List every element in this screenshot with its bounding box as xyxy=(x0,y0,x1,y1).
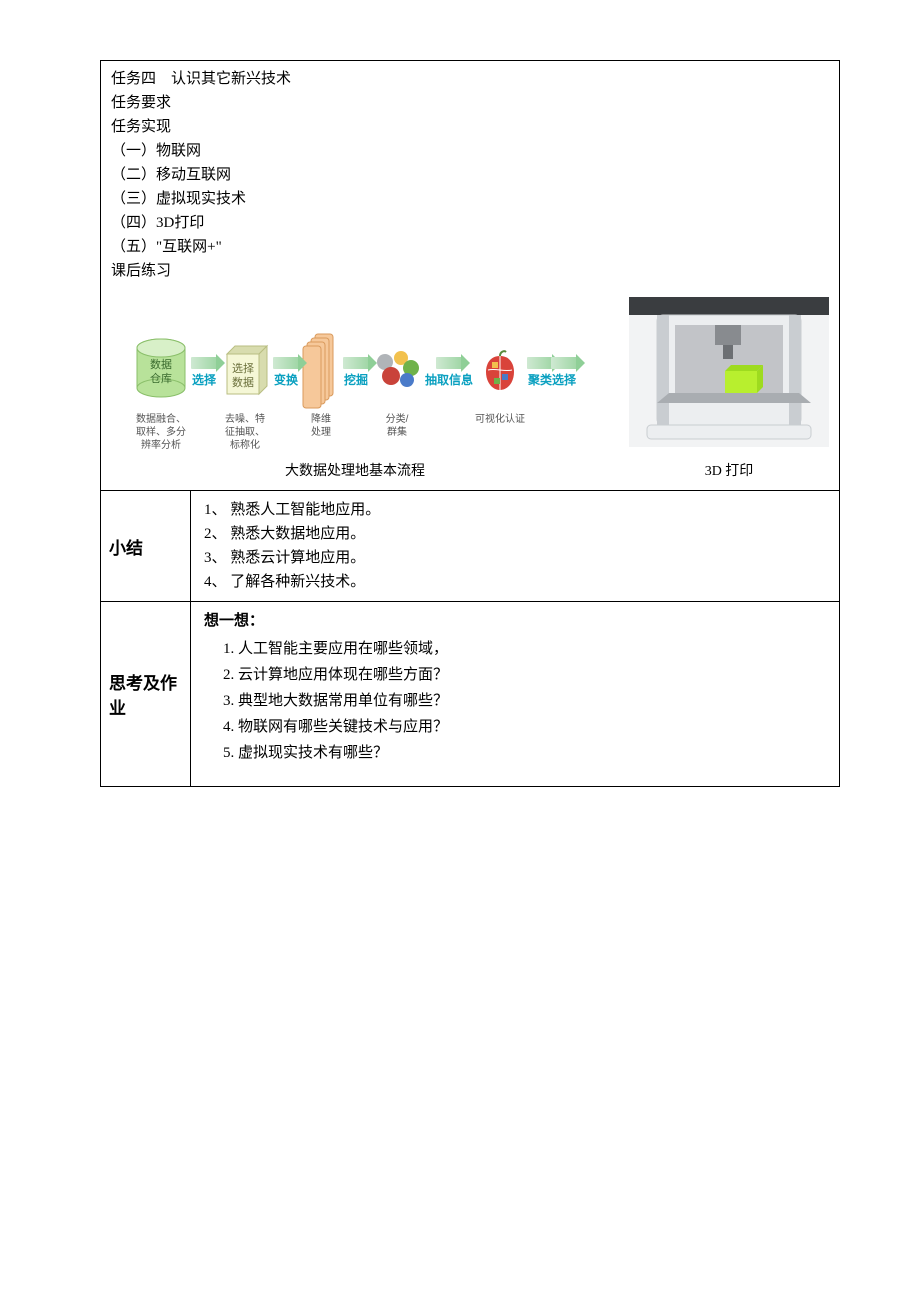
flow-node-mine: 分类/ 群集 xyxy=(371,331,423,439)
puzzle-icon xyxy=(371,348,423,394)
flow-sub-5: 可视化认证 xyxy=(475,413,525,426)
flow-sub-4: 分类/ 群集 xyxy=(386,413,409,439)
summary-item-2: 2、 熟悉大数据地应用。 xyxy=(204,522,830,546)
flow-label-6: 选择 xyxy=(552,371,576,388)
flow-arrow-5: 聚类 xyxy=(527,357,553,388)
summary-item-3: 3、 熟悉云计算地应用。 xyxy=(204,546,830,570)
hw-q2: 云计算地应用体现在哪些方面？ xyxy=(238,663,838,687)
printer-caption: 3D 打印 xyxy=(629,460,829,480)
flow-label-1: 选择 xyxy=(192,371,216,388)
task-item-5: （五）"互联网+" xyxy=(111,235,829,259)
flow-label-2: 变换 xyxy=(274,371,298,388)
apple-icon xyxy=(480,348,520,394)
cube-icon: 选择 数据 xyxy=(219,342,271,400)
bigdata-flow-figure: 数据 仓库 数据融合、 取样、多分 辨率分析 选择 xyxy=(111,331,599,480)
svg-text:选择: 选择 xyxy=(232,361,254,375)
flow-arrow-1: 选择 xyxy=(191,357,217,388)
task-impl-label: 任务实现 xyxy=(111,115,829,139)
task-title: 任务四 认识其它新兴技术 xyxy=(111,67,829,91)
flow-sub-1: 数据融合、 取样、多分 辨率分析 xyxy=(136,413,186,452)
hw-q3: 典型地大数据常用单位有哪些？ xyxy=(238,689,838,713)
document-table: 任务四 认识其它新兴技术 任务要求 任务实现 （一）物联网 （二）移动互联网 （… xyxy=(100,60,840,787)
flow-node-db: 数据 仓库 数据融合、 取样、多分 辨率分析 xyxy=(133,331,189,452)
flow-arrow-6: 选择 xyxy=(551,357,577,388)
think-word: 想一想 xyxy=(204,613,249,629)
task-req-label: 任务要求 xyxy=(111,91,829,115)
hw-q5: 虚拟现实技术有哪些？ xyxy=(238,741,838,765)
think-colon: ： xyxy=(249,613,264,629)
task-item-2: （二）移动互联网 xyxy=(111,163,829,187)
cylinder-icon: 数据 仓库 xyxy=(133,336,189,406)
flow-node-select: 选择 数据 去噪、特 征抽取、 标称化 xyxy=(219,331,271,452)
summary-label: 小结 xyxy=(109,539,143,558)
flow-label-3: 挖掘 xyxy=(344,371,368,388)
task-item-4: （四）3D打印 xyxy=(111,211,829,235)
think-title: 想一想： xyxy=(204,609,838,633)
svg-text:数据: 数据 xyxy=(150,357,172,371)
flow-label-5: 聚类 xyxy=(528,371,552,388)
figure-row: 数据 仓库 数据融合、 取样、多分 辨率分析 选择 xyxy=(111,297,829,480)
svg-text:数据: 数据 xyxy=(232,375,254,389)
printer-icon xyxy=(629,297,829,447)
flow-diagram: 数据 仓库 数据融合、 取样、多分 辨率分析 选择 xyxy=(111,331,599,452)
homework-content-cell: 想一想： 人工智能主要应用在哪些领域， 云计算地应用体现在哪些方面？ 典型地大数… xyxy=(191,602,840,787)
summary-list: 1、 熟悉人工智能地应用。 2、 熟悉大数据地应用。 3、 熟悉云计算地应用。 … xyxy=(192,492,838,600)
summary-item-1: 1、 熟悉人工智能地应用。 xyxy=(204,498,830,522)
homework-list: 想一想： 人工智能主要应用在哪些领域， 云计算地应用体现在哪些方面？ 典型地大数… xyxy=(192,609,838,765)
task-item-3: （三）虚拟现实技术 xyxy=(111,187,829,211)
homework-label-cell: 思考及作业 xyxy=(101,602,191,787)
flow-arrow-4: 抽取信息 xyxy=(425,357,473,388)
summary-content-cell: 1、 熟悉人工智能地应用。 2、 熟悉大数据地应用。 3、 熟悉云计算地应用。 … xyxy=(191,491,840,602)
flow-node-transform: 降维 处理 xyxy=(301,331,341,439)
homework-label: 思考及作业 xyxy=(109,674,177,718)
flow-arrow-3: 挖掘 xyxy=(343,357,369,388)
svg-text:仓库: 仓库 xyxy=(150,371,172,385)
hw-q4: 物联网有哪些关键技术与应用？ xyxy=(238,715,838,739)
flow-sub-3: 降维 处理 xyxy=(311,413,331,439)
summary-label-cell: 小结 xyxy=(101,491,191,602)
flow-caption: 大数据处理地基本流程 xyxy=(111,460,599,480)
printer-figure: 3D 打印 xyxy=(629,297,829,480)
content-cell: 任务四 认识其它新兴技术 任务要求 任务实现 （一）物联网 （二）移动互联网 （… xyxy=(101,61,840,491)
hw-q1: 人工智能主要应用在哪些领域， xyxy=(238,637,838,661)
flow-node-extract: 可视化认证 xyxy=(475,331,525,426)
task-item-1: （一）物联网 xyxy=(111,139,829,163)
after-class-label: 课后练习 xyxy=(111,259,829,283)
flow-arrow-2: 变换 xyxy=(273,357,299,388)
flow-label-4: 抽取信息 xyxy=(425,371,473,388)
stack-icon xyxy=(301,332,341,410)
summary-item-4: 4、 了解各种新兴技术。 xyxy=(204,570,830,594)
flow-sub-2: 去噪、特 征抽取、 标称化 xyxy=(225,413,265,452)
